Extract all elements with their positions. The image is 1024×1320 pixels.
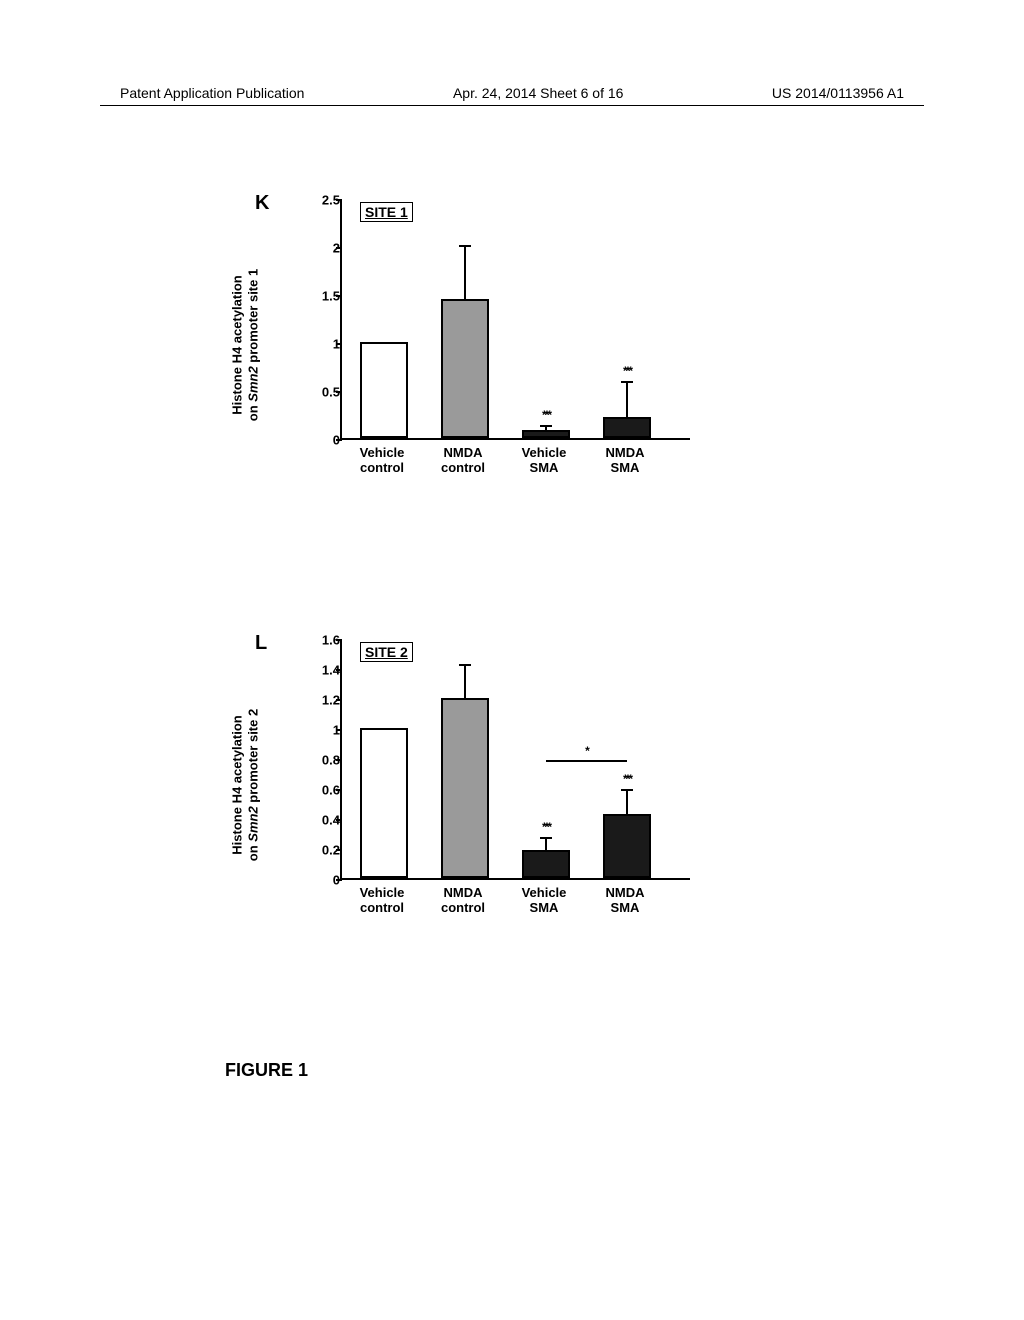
site-label: SITE 2	[360, 642, 413, 662]
error-cap	[621, 381, 633, 383]
ytick-mark	[336, 789, 342, 791]
ytick-mark	[336, 669, 342, 671]
chart-l: L *******Histone H4 acetylationon Smn2 p…	[260, 640, 720, 930]
header-center: Apr. 24, 2014 Sheet 6 of 16	[453, 85, 623, 101]
ytick-mark	[336, 247, 342, 249]
error-bar	[464, 246, 466, 299]
x-axis-label: Vehiclecontrol	[347, 446, 417, 476]
figure-caption: FIGURE 1	[225, 1060, 308, 1081]
plot-area: *** ***	[340, 200, 690, 440]
error-bar	[464, 665, 466, 698]
significance-marker: *	[585, 744, 588, 758]
page-header: Patent Application Publication Apr. 24, …	[0, 85, 1024, 101]
ytick-mark	[336, 391, 342, 393]
ytick-mark	[336, 343, 342, 345]
x-axis-label: VehicleSMA	[509, 446, 579, 476]
bar	[522, 850, 570, 879]
ytick-mark	[336, 849, 342, 851]
significance-marker: ***	[623, 364, 631, 378]
x-axis-label: NMDAcontrol	[428, 886, 498, 916]
plot-area: *******	[340, 640, 690, 880]
bar	[522, 430, 570, 438]
error-cap	[621, 789, 633, 791]
y-axis-label: Histone H4 acetylationon Smn2 promoter s…	[229, 709, 260, 861]
ytick-mark	[336, 639, 342, 641]
header-rule	[100, 105, 924, 106]
bar	[360, 342, 408, 438]
bar	[603, 814, 651, 879]
error-cap	[459, 664, 471, 666]
ytick-mark	[336, 699, 342, 701]
ytick-mark	[336, 729, 342, 731]
y-axis-label: Histone H4 acetylationon Smn2 promoter s…	[229, 269, 260, 421]
x-axis-label: NMDAcontrol	[428, 446, 498, 476]
significance-marker: ***	[542, 820, 550, 834]
x-axis-label: VehicleSMA	[509, 886, 579, 916]
error-cap	[540, 425, 552, 427]
header-right: US 2014/0113956 A1	[772, 85, 904, 101]
error-bar	[626, 790, 628, 814]
error-bar	[626, 382, 628, 417]
ytick-mark	[336, 819, 342, 821]
site-label: SITE 1	[360, 202, 413, 222]
significance-bracket	[546, 760, 627, 762]
significance-marker: ***	[542, 408, 550, 422]
ytick-mark	[336, 439, 342, 441]
header-left: Patent Application Publication	[120, 85, 304, 101]
bar	[441, 698, 489, 878]
ytick-mark	[336, 199, 342, 201]
ytick-mark	[336, 295, 342, 297]
bar	[360, 728, 408, 878]
error-cap	[459, 245, 471, 247]
x-axis-label: Vehiclecontrol	[347, 886, 417, 916]
ytick-mark	[336, 759, 342, 761]
error-cap	[540, 837, 552, 839]
ytick-mark	[336, 879, 342, 881]
bar	[441, 299, 489, 438]
chart-k: K ******Histone H4 acetylationon Smn2 pr…	[260, 200, 720, 490]
x-axis-label: NMDASMA	[590, 886, 660, 916]
significance-marker: ***	[623, 772, 631, 786]
x-axis-label: NMDASMA	[590, 446, 660, 476]
bar	[603, 417, 651, 438]
error-bar	[545, 838, 547, 850]
